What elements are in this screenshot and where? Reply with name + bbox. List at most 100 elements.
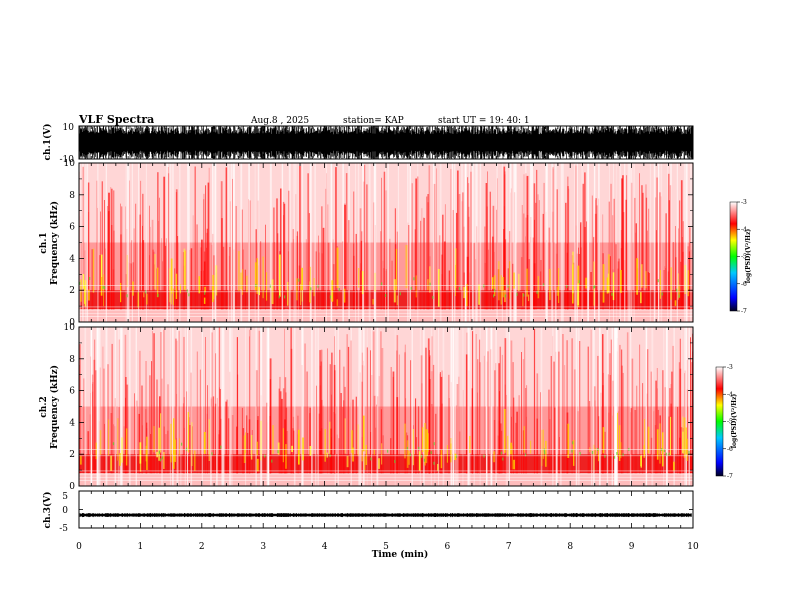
green-spot <box>413 277 415 281</box>
white-streak <box>665 327 668 486</box>
green-spot <box>455 454 458 458</box>
spectral-streak <box>361 381 363 474</box>
spectral-streak <box>473 243 475 310</box>
colorbar-tick-label: -4 <box>741 226 747 233</box>
spectral-streak <box>156 379 158 474</box>
x-tick-label: 10 <box>687 542 699 552</box>
spectral-streak <box>660 196 662 310</box>
spectral-streak <box>535 202 537 310</box>
spectral-streak <box>375 427 377 474</box>
spectral-streak <box>346 334 348 474</box>
ch3-ylabel: ch.3(V) <box>42 492 53 529</box>
green-spot <box>483 284 485 288</box>
spectral-streak <box>496 209 497 310</box>
white-streak <box>362 163 365 322</box>
green-spot <box>494 288 496 292</box>
spectral-streak <box>177 236 179 310</box>
intensity-spike <box>640 454 642 468</box>
white-streak <box>362 327 365 486</box>
spectral-streak <box>91 249 94 310</box>
spectral-streak <box>370 432 372 474</box>
spectral-streak <box>343 400 345 474</box>
spectral-streak <box>428 165 431 310</box>
colorbar-tick-label: -7 <box>727 473 733 480</box>
ch1-waveform-panel: 10 -10 ch.1(V) <box>42 123 694 165</box>
spectral-streak <box>625 199 627 310</box>
spectral-streak <box>636 385 638 474</box>
intensity-spike <box>669 416 672 456</box>
spectral-streak <box>669 388 671 474</box>
intensity-spike <box>172 288 174 305</box>
spectral-streak <box>656 368 658 474</box>
spectral-streak <box>288 251 289 310</box>
spectral-streak <box>621 178 623 310</box>
white-streak <box>555 327 558 486</box>
spectral-streak <box>512 362 514 474</box>
spectral-streak <box>659 192 661 310</box>
spectral-streak <box>559 437 560 474</box>
white-streak <box>221 327 223 486</box>
spectral-streak <box>427 202 429 310</box>
spectral-streak <box>319 365 321 474</box>
spectral-streak <box>226 399 228 474</box>
spectral-streak <box>425 347 427 474</box>
spectral-streak <box>591 195 593 310</box>
white-streak <box>560 163 563 322</box>
white-streak <box>456 327 458 486</box>
spectral-streak <box>411 183 413 310</box>
white-streak <box>663 327 665 486</box>
intensity-spike <box>108 419 110 456</box>
green-spot <box>410 286 412 290</box>
spectral-streak <box>484 262 486 310</box>
intensity-spike <box>254 262 257 291</box>
ch3-ytick-bottom: -5 <box>59 524 68 534</box>
spectral-streak <box>84 250 86 310</box>
spectral-streak <box>110 187 112 310</box>
white-streak <box>190 327 193 486</box>
green-spot <box>661 292 663 296</box>
intensity-spike <box>682 416 684 453</box>
intensity-spike <box>277 442 280 455</box>
ch1-ylabel: ch.1(V) <box>42 124 53 161</box>
intensity-spike <box>336 247 339 288</box>
y-tick-label: 6 <box>69 387 75 397</box>
white-streak <box>317 327 319 486</box>
white-streak <box>472 163 474 322</box>
white-streak <box>84 327 87 486</box>
spectral-streak <box>218 327 220 474</box>
intensity-spike <box>238 251 240 292</box>
spectral-streak <box>609 256 611 310</box>
green-spot <box>329 295 331 299</box>
intensity-spike <box>686 438 688 461</box>
white-streak <box>490 327 493 486</box>
spectral-streak <box>125 206 126 310</box>
spectral-streak <box>118 407 120 474</box>
intensity-spike <box>358 268 360 288</box>
spectral-streak <box>420 220 422 310</box>
spectral-streak <box>562 334 564 474</box>
intensity-spike <box>500 275 502 305</box>
green-spot <box>432 295 434 299</box>
white-streak <box>342 163 343 322</box>
intensity-spike <box>498 261 500 301</box>
white-streak <box>529 163 532 322</box>
spectral-streak <box>410 360 412 474</box>
green-spot <box>622 453 624 457</box>
green-spot <box>433 442 435 446</box>
intensity-spike <box>620 442 622 459</box>
spectral-streak <box>152 249 154 310</box>
spectral-streak <box>159 197 160 310</box>
intensity-spike <box>331 280 334 302</box>
white-streak <box>105 163 107 322</box>
intensity-spike <box>374 272 376 292</box>
spectral-streak <box>383 171 386 310</box>
spectral-streak <box>174 268 176 310</box>
band-floor <box>79 473 693 486</box>
intensity-spike <box>567 423 570 458</box>
intensity-spike <box>510 442 513 455</box>
intensity-spike <box>260 420 262 461</box>
white-streak <box>145 163 147 322</box>
spectral-streak <box>199 369 201 474</box>
white-streak <box>552 327 554 486</box>
ch1-waveform-line <box>78 126 694 159</box>
